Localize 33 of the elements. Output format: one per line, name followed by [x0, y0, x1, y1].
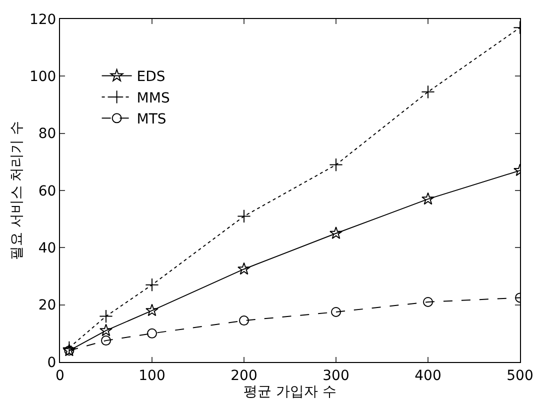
x-tick-label: 300	[322, 368, 350, 384]
y-tick-label: 40	[38, 240, 56, 257]
y-tick-label: 20	[38, 298, 56, 314]
y-tick-label: 80	[38, 126, 56, 142]
x-tick-label: 200	[230, 368, 258, 384]
y-tick-label: 120	[29, 12, 56, 28]
point	[422, 192, 434, 205]
point	[101, 336, 111, 346]
point	[100, 324, 112, 336]
y-axis-title: 필요 서비스 처리기 수	[9, 120, 26, 260]
point	[329, 158, 343, 172]
point	[423, 296, 433, 307]
legend-label: MMS	[136, 90, 170, 106]
point	[239, 316, 249, 326]
point	[421, 85, 435, 99]
x-axis-title: 평균 가입자 수	[244, 384, 336, 400]
point	[238, 262, 250, 275]
point	[237, 209, 251, 224]
y-tick-label: 60	[38, 183, 56, 200]
point	[331, 306, 341, 317]
point	[146, 304, 158, 316]
legend-label: MTS	[136, 112, 166, 128]
x-tick-label: 100	[138, 368, 166, 384]
point	[99, 309, 113, 324]
x-tick-label: 400	[414, 368, 442, 384]
point	[145, 278, 159, 292]
x-tick-label: 500	[506, 368, 534, 384]
point	[62, 340, 76, 355]
point	[330, 226, 342, 239]
y-tick-label: 100	[29, 69, 56, 86]
y-tick-label: 0	[47, 354, 56, 371]
legend-label: EDS	[136, 69, 166, 86]
point	[147, 328, 157, 338]
